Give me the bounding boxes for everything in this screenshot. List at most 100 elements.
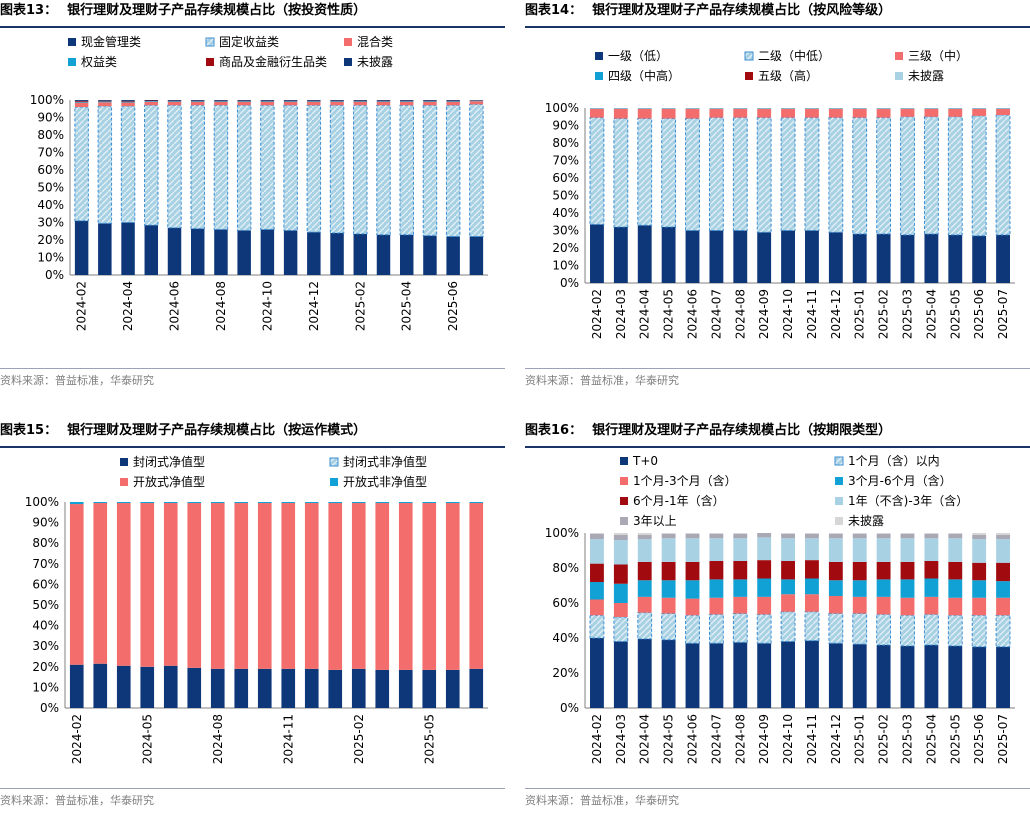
- bar-segment: [852, 533, 867, 539]
- source-note: 资料来源：普益标准，华泰研究: [525, 794, 679, 807]
- bar-segment: [852, 644, 867, 709]
- bar-segment: [260, 100, 275, 102]
- legend-label: 商品及金融衍生品类: [219, 54, 327, 69]
- bar-segment: [423, 100, 437, 102]
- x-tick-label: 2024-03: [614, 714, 628, 764]
- bar-segment: [924, 561, 939, 579]
- bar-segment: [590, 582, 604, 600]
- bar-segment: [281, 502, 296, 504]
- bar-segment: [353, 101, 368, 102]
- legend-label: 五级（高）: [758, 68, 818, 83]
- chart-number: 图表15：: [0, 423, 58, 438]
- bar-segment: [781, 579, 795, 595]
- bar-segment: [757, 533, 772, 538]
- bar-segment: [876, 234, 891, 283]
- title-underline: [0, 26, 505, 28]
- bar-segment: [167, 227, 182, 275]
- bar-segment: [469, 502, 484, 504]
- bar-segment: [924, 538, 939, 561]
- bar-segment: [376, 104, 391, 236]
- bar-segment: [237, 230, 251, 276]
- bar-segment: [828, 580, 843, 596]
- bar-segment: [187, 503, 202, 668]
- bar-segment: [399, 100, 414, 102]
- bar-segment: [423, 100, 437, 101]
- bar-segment: [661, 597, 676, 614]
- source-divider: [0, 788, 505, 789]
- bar-segment: [805, 230, 819, 283]
- bar-segment: [304, 502, 319, 504]
- y-tick-label: 30%: [552, 224, 579, 238]
- bar-segment: [781, 230, 795, 283]
- bar-segment: [98, 100, 112, 102]
- legend-label: 一级（低）: [608, 49, 668, 63]
- bar-segment: [733, 561, 748, 580]
- x-tick-label: 2025-03: [901, 289, 915, 339]
- bar-segment: [353, 233, 368, 276]
- source-divider: [525, 788, 1030, 789]
- bar-segment: [685, 533, 700, 534]
- bar-segment: [445, 503, 460, 670]
- legend-label: 三级（中）: [908, 48, 968, 63]
- bar-segment: [972, 562, 987, 581]
- title-underline: [0, 446, 505, 448]
- bar-segment: [996, 234, 1010, 284]
- bar-segment: [948, 597, 963, 616]
- bar-segment: [685, 118, 700, 231]
- bar-segment: [709, 108, 724, 118]
- legend-swatch: [620, 517, 628, 525]
- y-tick-label: 100%: [545, 101, 579, 115]
- bar-segment: [637, 596, 652, 613]
- bar-segment: [144, 101, 159, 102]
- bar-segment: [376, 100, 391, 102]
- bar-segment: [637, 534, 652, 540]
- bar-segment: [376, 101, 391, 106]
- y-tick-label: 90%: [37, 111, 64, 125]
- bar-segment: [781, 108, 795, 118]
- bar-segment: [121, 100, 135, 101]
- bar-segment: [781, 641, 795, 708]
- x-tick-label: 2025-05: [948, 714, 962, 764]
- bar-segment: [307, 101, 321, 102]
- bar-segment: [167, 101, 182, 102]
- bar-segment: [98, 100, 112, 101]
- bar-segment: [661, 580, 676, 598]
- bar-segment: [375, 503, 390, 670]
- y-tick-label: 0%: [560, 701, 579, 715]
- legend-swatch: [330, 478, 338, 486]
- bar-segment: [613, 118, 629, 228]
- bar-segment: [398, 502, 413, 504]
- legend-label: 混合类: [357, 34, 393, 49]
- bar-segment: [757, 596, 772, 615]
- bar-segment: [446, 236, 460, 275]
- bar-segment: [281, 503, 296, 669]
- source-note: 资料来源：普益标准，华泰研究: [0, 374, 154, 387]
- legend-label: 6个月-1年（含）: [633, 493, 725, 508]
- bar-segment: [900, 538, 915, 562]
- bar-segment: [780, 611, 796, 642]
- y-tick-label: 40%: [32, 619, 59, 633]
- bar-segment: [733, 642, 748, 709]
- bar-segment: [996, 646, 1010, 708]
- y-tick-label: 80%: [552, 561, 579, 575]
- legend-swatch: [344, 58, 352, 66]
- bar-segment: [423, 235, 437, 276]
- bar-segment: [757, 537, 772, 561]
- chart-title-text: 银行理财及理财子产品存续规模占比（按风险等级）: [592, 3, 892, 18]
- x-tick-label: 2024-03: [614, 289, 628, 339]
- bar-segment: [923, 613, 939, 646]
- legend-label: 3个月-6个月（含）: [848, 473, 952, 488]
- bar-segment: [781, 561, 795, 580]
- bar-segment: [685, 230, 700, 283]
- legend-label: 现金管理类: [81, 34, 141, 49]
- bar-segment: [876, 561, 891, 580]
- bar-segment: [399, 104, 414, 236]
- bar-segment: [972, 533, 987, 535]
- bar-segment: [422, 502, 437, 504]
- bar-segment: [353, 100, 368, 101]
- bar-segment: [590, 108, 604, 118]
- y-tick-label: 60%: [552, 596, 579, 610]
- bar-segment: [98, 223, 112, 276]
- bar-segment: [900, 597, 915, 616]
- bar-segment: [376, 101, 391, 102]
